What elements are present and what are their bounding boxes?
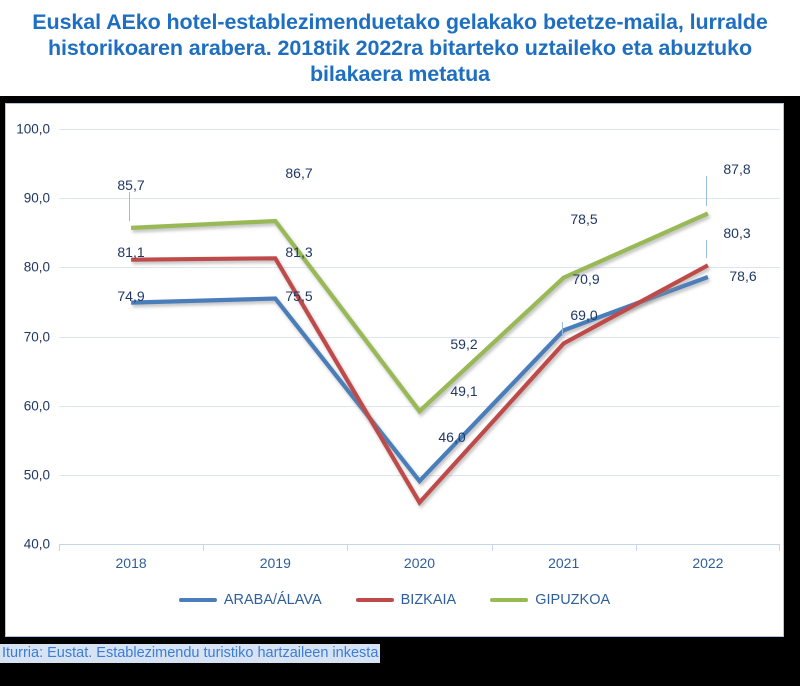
data-label: 81,3	[285, 244, 313, 260]
series-line-bizkaia	[131, 256, 709, 507]
series-lines	[130, 211, 709, 507]
gridline	[59, 405, 780, 407]
page-title: Euskal AEko hotel-establezimenduetako ge…	[32, 10, 768, 86]
y-tick-label: 40,0	[23, 536, 50, 552]
x-tick-mark	[491, 544, 493, 551]
data-label: 70,9	[572, 271, 600, 287]
source-row: Iturria: Eustat. Establezimendu turistik…	[0, 644, 800, 666]
legend-item-araba-lava[interactable]: ARABA/ÁLAVA	[178, 592, 322, 608]
legend-item-bizkaia[interactable]: BIZKAIA	[355, 592, 457, 608]
gridline	[59, 267, 780, 269]
y-tick-label: 90,0	[23, 190, 50, 206]
y-tick-label: 80,0	[23, 259, 50, 275]
x-tick-label-2021: 2021	[548, 555, 580, 571]
data-label: 59,2	[450, 336, 478, 352]
label-leader-line	[129, 192, 131, 221]
data-label: 86,7	[285, 165, 313, 181]
y-tick-label: 70,0	[23, 329, 50, 344]
series-line-gipuzkoa	[130, 211, 709, 415]
chart-frame: 40,0 50,0 60,0 70,0 80,0 90,0 100,0 2018 2019 20…	[5, 103, 784, 637]
label-leader-line	[705, 176, 707, 207]
title-band: Euskal AEko hotel-establezimenduetako ge…	[0, 0, 800, 96]
gridline	[59, 336, 780, 338]
label-leader-line	[561, 322, 563, 337]
plot-inner: 40,0 50,0 60,0 70,0 80,0 90,0 100,0 2018 2019 20…	[16, 122, 780, 571]
gridline	[59, 198, 780, 200]
legend-label: BIZKAIA	[400, 592, 457, 608]
x-tick-mark	[59, 544, 60, 551]
x-tick-label-2020: 2020	[403, 555, 436, 571]
legend-swatch-icon	[178, 598, 217, 602]
gridline	[59, 129, 780, 130]
y-tick-label: 100,0	[16, 121, 50, 137]
data-label: 81,1	[117, 244, 145, 260]
x-tick-label-2018: 2018	[115, 555, 147, 571]
x-tick-mark	[635, 544, 637, 551]
data-label: 80,3	[723, 225, 751, 241]
x-tick-mark	[203, 544, 205, 551]
x-tick-mark	[779, 544, 780, 551]
data-label: 46,0	[438, 429, 466, 445]
y-tick-label: 50,0	[23, 467, 50, 483]
data-label: 75,5	[285, 288, 313, 304]
chart-legend: ARABA/ÁLAVA BIZKAIA GIPUZKOA	[6, 592, 783, 608]
data-label: 49,1	[450, 383, 478, 399]
legend-item-gipuzkoa[interactable]: GIPUZKOA	[490, 592, 610, 608]
gridline	[59, 474, 780, 476]
legend-swatch-icon	[490, 598, 529, 602]
plot-area: 40,0 50,0 60,0 70,0 80,0 90,0 100,0 2018 2019 20…	[16, 122, 780, 571]
data-label: 78,6	[729, 268, 757, 284]
y-tick-label: 60,0	[23, 398, 50, 414]
legend-label: ARABA/ÁLAVA	[223, 592, 322, 608]
x-tick-mark	[347, 544, 349, 551]
x-tick-label-2019: 2019	[259, 555, 291, 571]
series-line-araba-lava	[131, 275, 709, 485]
label-leader-line	[705, 240, 707, 259]
x-tick-label-2022: 2022	[692, 555, 724, 571]
source-note: Iturria: Eustat. Establezimendu turistik…	[0, 644, 381, 663]
data-label: 69,0	[570, 307, 598, 323]
data-label: 78,5	[570, 211, 598, 227]
data-label: 87,8	[723, 161, 751, 177]
data-label: 74,9	[117, 288, 145, 304]
data-label: 85,7	[117, 177, 145, 193]
x-axis-line	[59, 544, 780, 545]
legend-label: GIPUZKOA	[535, 592, 611, 608]
legend-swatch-icon	[355, 598, 394, 602]
